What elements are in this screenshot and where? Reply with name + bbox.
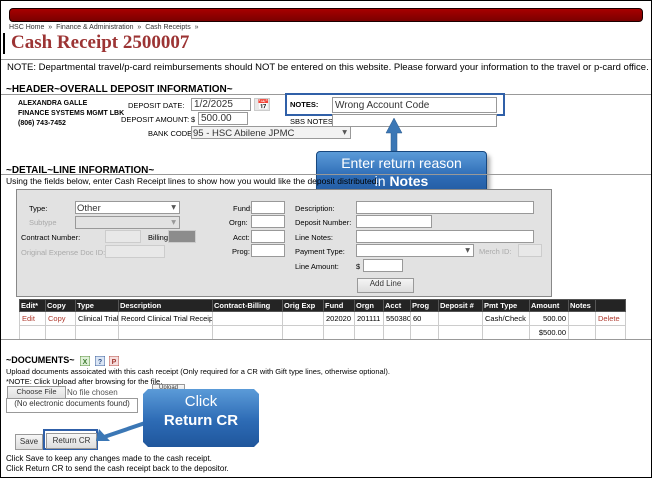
svg-text:P: P (112, 359, 117, 366)
svg-text:?: ? (97, 359, 101, 366)
svg-text:X: X (83, 359, 88, 366)
